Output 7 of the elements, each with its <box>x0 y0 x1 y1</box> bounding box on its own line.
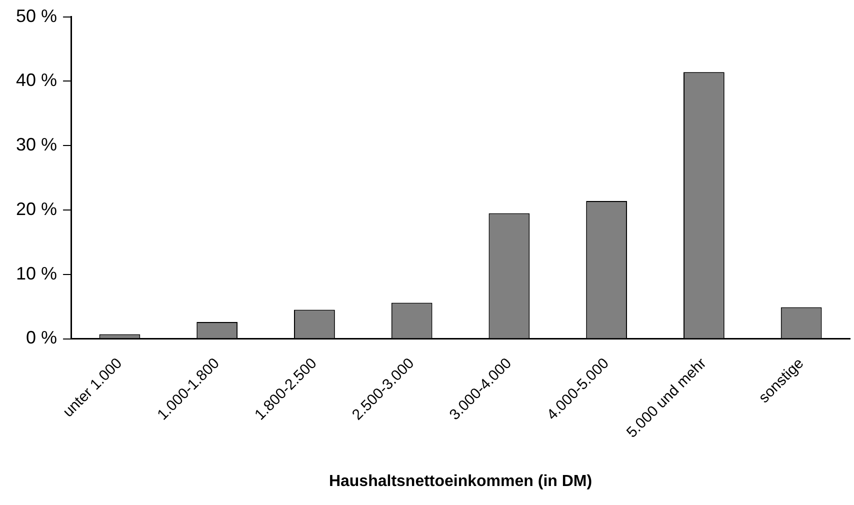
x-axis-title: Haushaltsnettoeinkommen (in DM) <box>328 472 592 490</box>
y-tick-label: 0 % <box>26 328 58 348</box>
y-tick-label: 30 % <box>16 134 58 155</box>
y-tick-label: 10 % <box>16 263 58 284</box>
y-tick-label: 20 % <box>16 198 58 219</box>
y-tick-label: 50 % <box>16 6 58 26</box>
y-tick-label: 40 % <box>16 70 58 90</box>
